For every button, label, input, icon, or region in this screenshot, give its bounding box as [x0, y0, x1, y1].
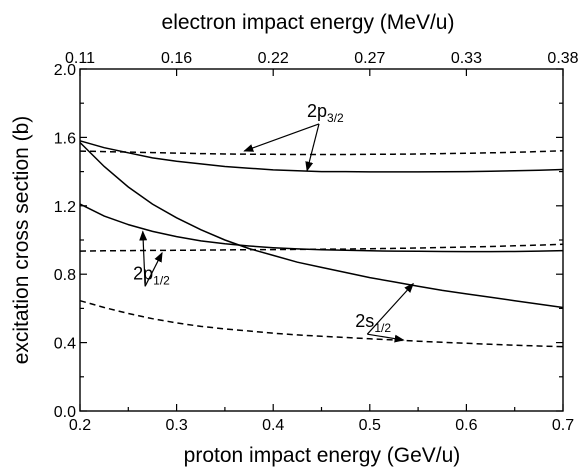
y-tick-label: 0.8	[54, 267, 76, 284]
x-tick-label: 0.3	[165, 417, 187, 434]
annotation-arrow	[366, 282, 414, 335]
x-tick-label: 0.4	[262, 417, 284, 434]
series-line-2	[79, 149, 564, 156]
x2-tick-label: 0.16	[161, 50, 192, 67]
annotations-layer: 2p3/2 2p1/2 2s1/2	[133, 101, 414, 343]
annotation-arrow	[144, 251, 163, 287]
annotation-arrow	[305, 123, 320, 172]
annotation-arrow	[367, 333, 405, 343]
x2-tick-label: 0.38	[547, 50, 578, 67]
x2-axis-label: electron impact energy (MeV/u)	[162, 11, 455, 34]
x2-tick-label: 0.33	[451, 50, 482, 67]
x-axis-label: proton impact energy (GeV/u)	[184, 444, 461, 467]
series-layer	[79, 140, 564, 348]
series-line-3	[79, 141, 564, 309]
y-tick-label: 1.6	[54, 130, 76, 147]
annotation-label: 2p3/2	[307, 101, 344, 125]
x2-tick-label: 0.11	[65, 50, 95, 67]
annotation-label: 2p1/2	[133, 263, 170, 287]
x-axis-top: 0.11 0.16 0.22 0.27 0.33 0.38	[65, 50, 579, 76]
x-axis-bottom: 0.2 0.3 0.4 0.5 0.6 0.7	[69, 404, 574, 434]
y-tick-label: 0.4	[54, 336, 76, 353]
x-tick-label: 0.5	[359, 417, 381, 434]
annotation-arrow	[243, 123, 320, 152]
series-line-6	[79, 299, 564, 348]
y-tick-label: 0.0	[54, 404, 76, 421]
x-tick-label: 0.7	[552, 417, 574, 434]
x-tick-label: 0.6	[455, 417, 477, 434]
series-line-1	[79, 140, 564, 173]
y-tick-label: 2.0	[54, 62, 76, 79]
y-axis-label: excitation cross section (b)	[10, 116, 33, 365]
y-tick-label: 1.2	[54, 199, 76, 216]
annotation-arrow	[139, 230, 148, 287]
series-line-4	[79, 203, 564, 253]
annotation-label: 2s1/2	[355, 311, 391, 335]
x2-tick-label: 0.22	[258, 50, 289, 67]
x2-tick-label: 0.27	[354, 50, 385, 67]
series-line-5	[79, 243, 564, 252]
y-axis-left: 0.0 0.4 0.8 1.2 1.6 2.0	[54, 62, 563, 421]
x-tick-label: 0.2	[69, 417, 91, 434]
